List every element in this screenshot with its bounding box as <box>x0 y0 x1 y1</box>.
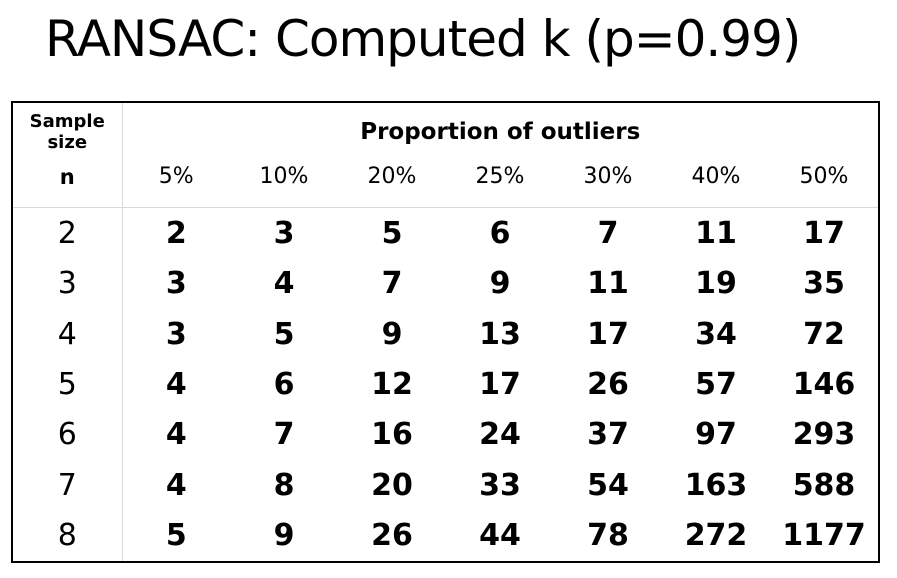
column-header: 20% <box>338 145 446 208</box>
table-cell: 5 <box>165 518 187 554</box>
table-row: 2 2 3 5 6 7 11 17 <box>13 207 878 259</box>
table-cell: 33 <box>479 467 521 503</box>
table-cell: 37 <box>587 417 629 453</box>
column-header: 5% <box>122 145 230 208</box>
table-cell: 3 <box>165 316 187 352</box>
table-cell: 4 <box>165 367 187 403</box>
column-header: 10% <box>230 145 338 208</box>
table-cell: 588 <box>792 467 856 503</box>
table-cell: 11 <box>695 215 737 251</box>
table-cell: 11 <box>587 266 629 302</box>
table-cell: 72 <box>803 316 845 352</box>
row-sample-size: 3 <box>13 258 123 309</box>
sample-size-label: Sample size <box>29 111 105 153</box>
table-cell: 6 <box>273 367 295 403</box>
table-header-row-columns: 5% 10% 20% 25% 30% 40% 50% <box>13 145 878 208</box>
table-row: 7 4 8 20 33 54 163 588 <box>13 460 878 511</box>
column-header: 30% <box>554 145 662 208</box>
table-cell: 54 <box>587 467 629 503</box>
table-cell: 26 <box>587 367 629 403</box>
table-cell: 17 <box>587 316 629 352</box>
table-cell: 44 <box>479 518 521 554</box>
sample-size-header: Sample size n <box>13 103 123 208</box>
column-header: 50% <box>770 145 878 208</box>
table-cell: 4 <box>165 467 187 503</box>
table-cell: 57 <box>695 367 737 403</box>
table-cell: 16 <box>371 417 413 453</box>
table-cell: 293 <box>792 417 856 453</box>
table-cell: 9 <box>489 266 511 302</box>
table-cell: 4 <box>273 266 295 302</box>
table-cell: 9 <box>273 518 295 554</box>
row-sample-size: 5 <box>13 359 123 410</box>
table-cell: 97 <box>695 417 737 453</box>
table-cell: 24 <box>479 417 521 453</box>
table-cell: 3 <box>273 215 295 251</box>
page-title: RANSAC: Computed k (p=0.99) <box>45 10 801 68</box>
row-sample-size: 6 <box>13 409 123 461</box>
table-cell: 7 <box>273 417 295 453</box>
table-cell: 3 <box>165 266 187 302</box>
row-sample-size: 7 <box>13 460 123 511</box>
table-cell: 7 <box>597 215 619 251</box>
n-label: n <box>59 165 75 190</box>
row-sample-size: 4 <box>13 309 123 360</box>
table-row: 6 4 7 16 24 37 97 293 <box>13 409 878 461</box>
table-cell: 272 <box>684 518 748 554</box>
table-cell: 20 <box>371 467 413 503</box>
table-header-row-group: Sample size n Proportion of outliers <box>13 103 878 208</box>
table-cell: 7 <box>381 266 403 302</box>
table-cell: 34 <box>695 316 737 352</box>
table-cell: 163 <box>684 467 748 503</box>
table-cell: 17 <box>803 215 845 251</box>
column-header: 25% <box>446 145 554 208</box>
table-cell: 35 <box>803 266 845 302</box>
table-cell: 1177 <box>782 518 866 554</box>
table-cell: 9 <box>381 316 403 352</box>
table-cell: 5 <box>273 316 295 352</box>
table-cell: 5 <box>381 215 403 251</box>
table-row: 4 3 5 9 13 17 34 72 <box>13 309 878 360</box>
table-cell: 6 <box>489 215 511 251</box>
table-row: 5 4 6 12 17 26 57 146 <box>13 359 878 410</box>
table-row: 8 5 9 26 44 78 272 1177 <box>13 510 878 561</box>
ransac-table-frame: Sample size n Proportion of outliers 5% … <box>11 101 880 563</box>
column-header: 40% <box>662 145 770 208</box>
table-cell: 8 <box>273 467 295 503</box>
row-sample-size: 8 <box>13 510 123 561</box>
table-cell: 26 <box>371 518 413 554</box>
ransac-table: Sample size n Proportion of outliers 5% … <box>13 103 878 561</box>
table-cell: 2 <box>165 215 187 251</box>
table-cell: 19 <box>695 266 737 302</box>
table-row: 3 3 4 7 9 11 19 35 <box>13 258 878 309</box>
table-cell: 17 <box>479 367 521 403</box>
proportion-of-outliers-header: Proportion of outliers <box>360 119 641 145</box>
table-cell: 12 <box>371 367 413 403</box>
table-cell: 4 <box>165 417 187 453</box>
table-cell: 146 <box>792 367 856 403</box>
table-cell: 78 <box>587 518 629 554</box>
row-sample-size: 2 <box>13 207 123 259</box>
table-cell: 13 <box>479 316 521 352</box>
